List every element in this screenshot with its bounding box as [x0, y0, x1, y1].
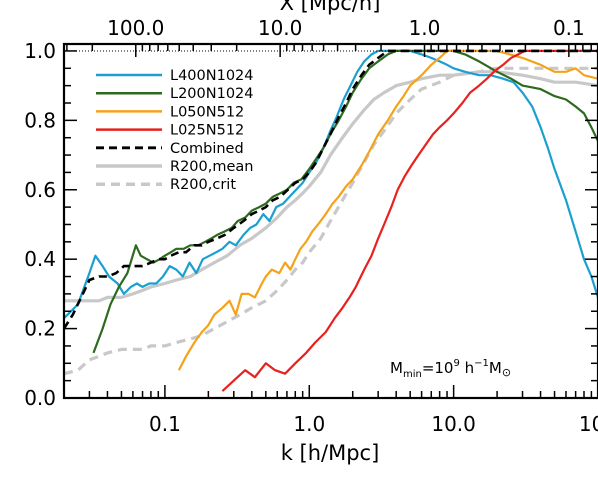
ticks-layer [63, 44, 598, 399]
tick-labels-layer: 0.1 1.0 10.0 100 100.0 10.0 1.0 0.1 0.0 0.2 0.4 0.6… [24, 16, 598, 436]
y-tick-label: 0.4 [24, 247, 56, 271]
y-tick-label: 1.0 [24, 39, 56, 63]
y-tick-label: 0.6 [24, 178, 56, 202]
y-tick-label: 0.2 [24, 317, 56, 341]
y-tick-label: 0.0 [24, 386, 56, 410]
series-line-r200-mean [64, 70, 598, 303]
top-tick-label: 100.0 [107, 16, 164, 40]
legend-label: R200,mean [170, 159, 253, 175]
x-axis-title: k [h/Mpc] [281, 441, 380, 465]
series-line-combined [64, 49, 598, 330]
x-tick-label: 10.0 [431, 412, 476, 436]
y-tick-label: 0.8 [24, 108, 56, 132]
x-tick-label: 100 [579, 412, 598, 436]
legend-label: L200N1024 [170, 86, 254, 102]
top-axis-title: X [Mpc/h] [280, 0, 381, 15]
top-tick-label: 1.0 [409, 16, 441, 40]
series-line-l400n1024 [64, 49, 598, 319]
plot-frame [62, 42, 598, 400]
legend-label: L025N512 [170, 123, 244, 139]
legend-label: L400N1024 [170, 68, 254, 84]
legend-label: L050N512 [170, 104, 244, 120]
legend-label: Combined [170, 141, 244, 157]
mass-threshold-annotation: Mmin=109 h−1M⊙ [390, 358, 511, 380]
top-tick-label: 0.1 [553, 16, 585, 40]
x-tick-label: 0.1 [149, 412, 181, 436]
x-tick-label: 1.0 [293, 412, 325, 436]
series-line-l025n512 [221, 49, 598, 392]
legend-label: R200,crit [170, 177, 236, 193]
top-tick-label: 10.0 [258, 16, 303, 40]
series-line-r200-crit [64, 66, 598, 376]
series-layer [64, 49, 598, 392]
legend: L400N1024 L200N1024 L050N512 L025N512 Combin… [96, 68, 254, 193]
